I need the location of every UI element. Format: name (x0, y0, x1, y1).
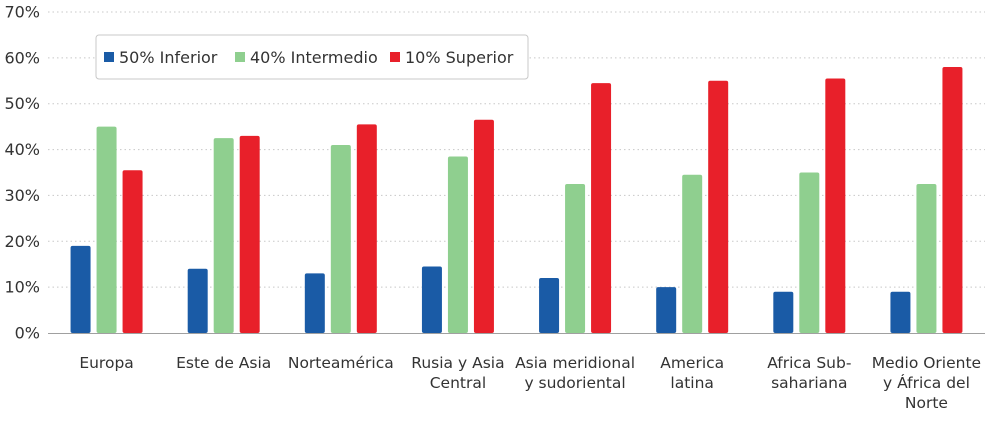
y-tick-label: 50% (4, 94, 40, 113)
bar (682, 174, 703, 333)
bars (70, 67, 963, 334)
x-category-label: Rusia y Asia (411, 354, 504, 372)
bar (591, 83, 612, 333)
bar (356, 124, 377, 333)
x-category-label: y África del (883, 373, 970, 392)
bar (916, 183, 937, 333)
y-tick-label: 60% (4, 48, 40, 67)
bar (122, 170, 143, 333)
bar (239, 135, 260, 333)
bar (799, 172, 820, 333)
y-tick-label: 10% (4, 278, 40, 297)
legend-label: 10% Superior (405, 48, 514, 67)
bar (565, 183, 586, 333)
y-tick-label: 70% (4, 3, 40, 22)
x-category-label: Asia meridional (515, 354, 635, 372)
bar (70, 245, 91, 333)
x-category-label: Central (430, 374, 486, 392)
x-category-label: sahariana (771, 374, 847, 392)
legend-label: 40% Intermedio (250, 48, 378, 67)
x-category-label: America (660, 354, 724, 372)
x-axis: Europa Este de Asia Norteamérica Rusia y As… (48, 333, 985, 412)
x-category-label: Este de Asia (176, 354, 271, 372)
bar (890, 291, 911, 333)
x-category-label: Africa Sub- (767, 354, 851, 372)
y-tick-label: 40% (4, 140, 40, 159)
bar (330, 144, 351, 333)
y-tick-label: 20% (4, 232, 40, 251)
bar (187, 268, 208, 333)
bar (708, 80, 729, 334)
legend-swatch (104, 52, 114, 62)
bar (942, 67, 963, 334)
legend-box (95, 34, 529, 80)
x-category-label: latina (670, 374, 714, 392)
legend-swatch (235, 52, 245, 62)
bar (304, 273, 325, 333)
bar (773, 291, 794, 333)
bar (447, 156, 468, 333)
legend-swatch (390, 52, 400, 62)
x-category-label: Medio Oriente (872, 354, 981, 372)
legend: 50% Inferior 40% Intermedio 10% Superior (95, 34, 529, 80)
y-tick-label: 30% (4, 186, 40, 205)
x-category-label: Europa (79, 354, 133, 372)
x-category-label: Norteamérica (288, 354, 394, 372)
bar (473, 119, 494, 333)
y-tick-label: 0% (15, 324, 40, 343)
bar (825, 78, 846, 333)
bar (421, 266, 442, 333)
bar (96, 126, 117, 334)
legend-label: 50% Inferior (119, 48, 218, 67)
bar (656, 287, 677, 333)
x-category-label: y sudoriental (524, 374, 625, 392)
y-axis: 0% 10% 20% 30% 40% 50% 60% 70% (4, 3, 40, 343)
bar (539, 277, 560, 333)
bar (213, 138, 234, 333)
x-category-label: Norte (905, 394, 948, 412)
